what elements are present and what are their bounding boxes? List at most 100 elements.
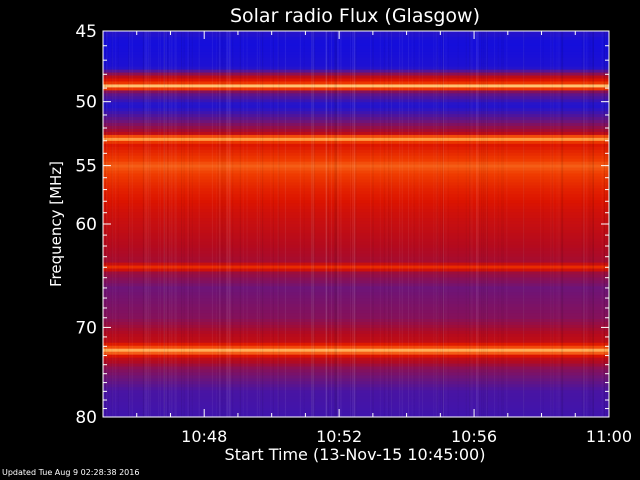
heatmap-band (103, 363, 609, 368)
heatmap-texture (165, 31, 167, 417)
heatmap-band (103, 78, 609, 83)
heatmap-band (103, 387, 609, 391)
heatmap-band (103, 262, 609, 267)
heatmap-band (103, 54, 609, 59)
heatmap-texture (226, 31, 228, 417)
heatmap-texture (592, 31, 594, 417)
heatmap-band (103, 197, 609, 201)
heatmap-band (103, 229, 609, 234)
heatmap-texture (589, 31, 591, 417)
heatmap-texture (351, 31, 352, 417)
heatmap-band (103, 271, 609, 276)
heatmap-texture (304, 31, 305, 417)
heatmap-band (103, 241, 609, 246)
heatmap-texture (115, 31, 117, 417)
heatmap-texture (183, 31, 185, 417)
heatmap-texture (227, 31, 229, 417)
heatmap-texture (481, 31, 483, 417)
heatmap-band (103, 123, 609, 127)
heatmap-texture (562, 31, 564, 417)
heatmap-texture (399, 31, 401, 417)
heatmap-band (103, 179, 609, 184)
heatmap-texture (401, 31, 403, 417)
heatmap-band (103, 384, 609, 388)
heatmap-texture (223, 31, 224, 417)
heatmap-band (103, 378, 609, 382)
heatmap-band (103, 96, 609, 100)
heatmap-band (103, 69, 609, 74)
y-tick-label: 80 (75, 408, 97, 428)
heatmap-texture (220, 31, 222, 417)
heatmap-texture (144, 31, 146, 417)
heatmap-band (103, 194, 609, 198)
heatmap-texture (272, 31, 274, 417)
heatmap-band (103, 31, 609, 35)
heatmap-band (103, 75, 609, 80)
heatmap-band (103, 405, 609, 409)
heatmap-band (103, 357, 609, 362)
heatmap-texture (262, 31, 264, 417)
heatmap-band (103, 295, 609, 299)
heatmap-texture (191, 31, 193, 417)
heatmap-band (103, 366, 609, 371)
heatmap-band (103, 402, 609, 406)
heatmap-texture (198, 31, 200, 417)
heatmap-texture (219, 31, 221, 417)
heatmap-band (103, 90, 609, 94)
heatmap-texture (338, 31, 340, 417)
heatmap-band (103, 411, 609, 415)
heatmap-band (103, 313, 609, 317)
heatmap-band (103, 102, 609, 106)
heatmap-texture (158, 31, 160, 417)
heatmap-band (103, 84, 609, 89)
heatmap-texture (149, 31, 151, 417)
heatmap-band (103, 146, 609, 151)
heatmap-texture (353, 31, 355, 417)
heatmap-texture (242, 31, 244, 417)
heatmap-texture (469, 31, 471, 417)
heatmap-texture (160, 31, 161, 417)
heatmap-texture (435, 31, 437, 417)
heatmap-band (103, 99, 609, 103)
heatmap-texture (388, 31, 390, 417)
heatmap-texture (484, 31, 486, 417)
heatmap-texture (216, 31, 217, 417)
heatmap-texture (128, 31, 130, 417)
heatmap-band (103, 268, 609, 273)
heatmap-texture (437, 31, 438, 417)
heatmap-band (103, 330, 609, 335)
heatmap-texture (229, 31, 231, 417)
heatmap-band (103, 143, 609, 148)
heatmap-band (103, 161, 609, 166)
heatmap-texture (148, 31, 150, 417)
chart-title: Solar radio Flux (Glasgow) (230, 5, 480, 27)
heatmap-texture (112, 31, 114, 417)
heatmap-texture (284, 31, 286, 417)
heatmap-texture (445, 31, 447, 417)
heatmap-band (103, 399, 609, 403)
heatmap-texture (583, 31, 585, 417)
heatmap-band (103, 286, 609, 290)
heatmap-band (103, 327, 609, 332)
heatmap-texture (218, 31, 220, 417)
heatmap-texture (552, 31, 554, 417)
heatmap-texture (482, 31, 484, 417)
heatmap-texture (486, 31, 488, 417)
heatmap-texture (314, 31, 316, 417)
heatmap-band (103, 342, 609, 347)
heatmap-band (103, 339, 609, 344)
heatmap-band (103, 247, 609, 252)
heatmap-band (103, 336, 609, 341)
heatmap-texture (335, 31, 336, 417)
heatmap-band (103, 93, 609, 97)
heatmap-band (103, 36, 609, 41)
heatmap-texture (408, 31, 410, 417)
heatmap-texture (333, 31, 335, 417)
heatmap-band (103, 232, 609, 237)
heatmap-band (103, 182, 609, 186)
heatmap-band (103, 393, 609, 397)
heatmap-band (103, 81, 609, 86)
heatmap-band (103, 301, 609, 305)
heatmap-band (103, 360, 609, 365)
heatmap-texture (335, 31, 337, 417)
